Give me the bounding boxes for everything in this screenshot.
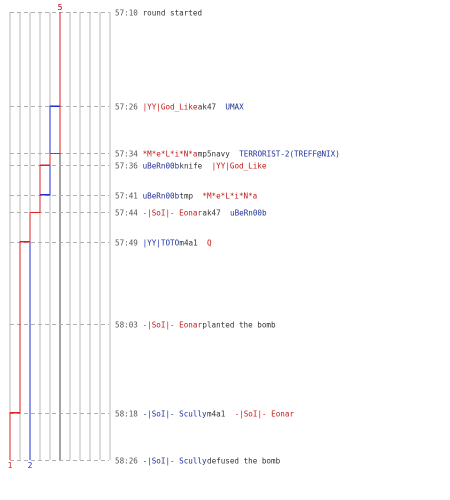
- event-text-part: tmp: [179, 192, 193, 201]
- event-time: 57:36: [115, 162, 138, 171]
- event-time: 58:03: [115, 321, 138, 330]
- event-text-part: ak47: [198, 103, 216, 112]
- event-text-part: -|SoI|- Eonar: [143, 209, 203, 218]
- event-text-part: |YY|TOTO: [143, 239, 180, 248]
- event-text-part: -|SoI|- Eonar: [143, 321, 203, 330]
- event-text-part: defused the bomb: [207, 457, 281, 466]
- blue-start-label: 5: [58, 3, 63, 12]
- event-text-part: |YY|God_Like: [212, 162, 267, 171]
- event-text-part: *M*e*L*i*N*a: [202, 192, 257, 201]
- event-text-part: mp5navy: [198, 150, 230, 159]
- event-text-part: m4a1: [179, 239, 198, 248]
- event-time: 58:26: [115, 457, 138, 466]
- event-time: 58:18: [115, 410, 138, 419]
- event-text-part: m4a1: [207, 410, 226, 419]
- event-text-part: round started: [143, 9, 202, 18]
- event-time: 57:49: [115, 239, 138, 248]
- event-text-part: UMAX: [225, 103, 244, 112]
- event-time: 57:44: [115, 209, 138, 218]
- event-text-part: uBeRn00b: [143, 192, 180, 201]
- event-time: 57:34: [115, 150, 138, 159]
- blue-team-step-line: [29, 12, 61, 460]
- event-time: 57:10: [115, 9, 138, 18]
- event-text-part: ak47: [202, 209, 220, 218]
- event-text-part: planted the bomb: [202, 321, 276, 330]
- event-text-part: knife: [179, 162, 202, 171]
- event-text-part: -|SoI|- Eonar: [235, 410, 295, 419]
- event-text-part: Q: [207, 239, 212, 248]
- event-time: 57:41: [115, 192, 138, 201]
- red-end-label: 1: [8, 461, 13, 470]
- red-team-step-line: [9, 12, 61, 460]
- event-text-part: |YY|God_Like: [143, 103, 198, 112]
- blue-end-label: 2: [28, 461, 33, 470]
- event-text-part: -|SoI|- Scully: [143, 457, 207, 466]
- event-text-part: uBeRn00b: [230, 209, 267, 218]
- event-text-part: uBeRn00b: [143, 162, 180, 171]
- event-time: 57:26: [115, 103, 138, 112]
- event-text-part: -|SoI|- Scully: [143, 410, 207, 419]
- red-start-label: 5: [58, 3, 63, 12]
- event-text-part: *M*e*L*i*N*a: [143, 150, 198, 159]
- event-text-part: TERRORIST-2(TREFF@NIX): [239, 150, 340, 159]
